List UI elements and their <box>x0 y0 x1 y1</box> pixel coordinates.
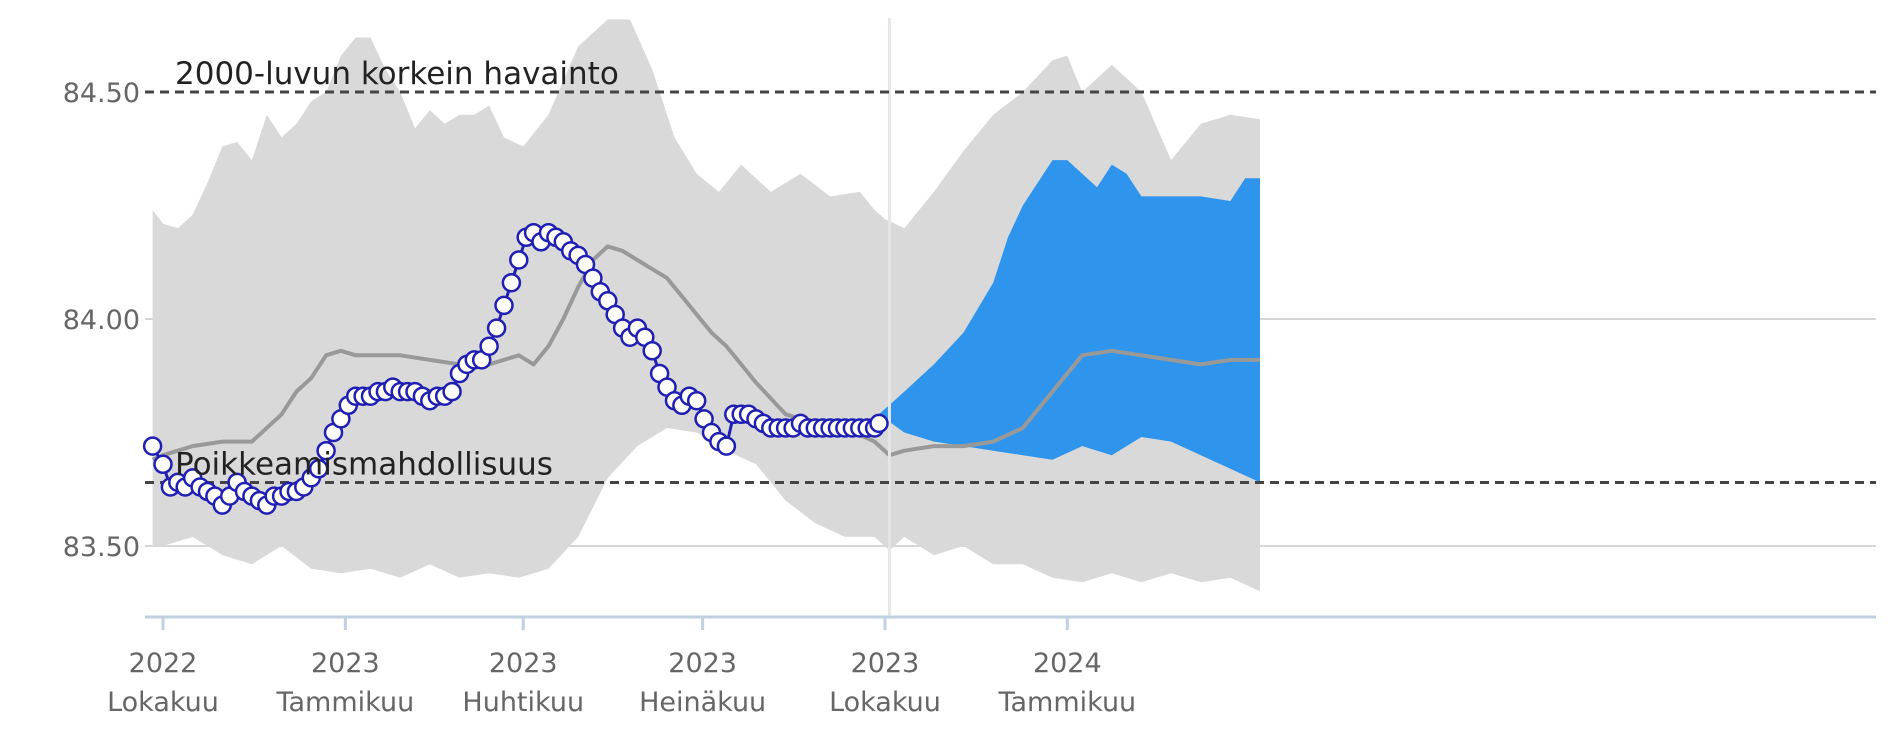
reference-labels: 2000-luvun korkein havainto Poikkeamisma… <box>175 56 619 482</box>
x-tick-year: 2023 <box>489 648 558 679</box>
x-tick-year: 2023 <box>668 648 737 679</box>
observed-point <box>153 454 173 475</box>
x-tick-month: Tammikuu <box>275 687 414 718</box>
x-tick-year: 2023 <box>311 648 380 679</box>
observed-markers <box>142 222 889 515</box>
x-tick-month: Huhtikuu <box>462 687 584 718</box>
observed-point <box>716 436 737 456</box>
x-tick-year: 2024 <box>1033 648 1102 679</box>
x-tick-month: Heinäkuu <box>639 687 766 718</box>
observed-point <box>479 336 499 356</box>
observed-point <box>142 436 163 456</box>
median-line <box>151 244 1260 462</box>
forecast-band <box>879 160 1260 483</box>
y-tick-label: 84.00 <box>63 305 140 336</box>
x-tick-month: Tammikuu <box>997 687 1136 718</box>
series-lines <box>151 18 1260 617</box>
x-axis-labels: 2022 Lokakuu 2023 Tammikuu 2023 Huhtikuu… <box>107 648 1136 718</box>
observed-point <box>642 341 662 361</box>
observed-point <box>442 381 462 402</box>
reference-lines <box>145 90 1876 484</box>
x-tick-month: Lokakuu <box>829 687 941 718</box>
x-axis <box>145 615 1876 630</box>
y-tick-label: 83.50 <box>63 532 140 563</box>
observed-point <box>686 390 707 411</box>
deviation-possibility-label: Poikkeamismahdollisuus <box>175 446 553 482</box>
bands <box>152 19 1261 592</box>
observed-point <box>501 272 522 293</box>
y-tick-label: 84.50 <box>63 78 140 109</box>
x-tick-year: 2023 <box>851 648 920 679</box>
observed-point <box>494 295 514 316</box>
highest-observation-label: 2000-luvun korkein havainto <box>175 56 619 92</box>
observed-point <box>509 250 529 270</box>
x-tick-month: Lokakuu <box>107 687 219 718</box>
y-axis-labels: 83.50 84.00 84.50 <box>63 78 140 563</box>
observed-point <box>869 413 889 434</box>
x-tick-year: 2022 <box>129 648 198 679</box>
observed-point <box>486 318 507 338</box>
observed-point <box>308 459 329 479</box>
observed-point <box>316 440 336 461</box>
